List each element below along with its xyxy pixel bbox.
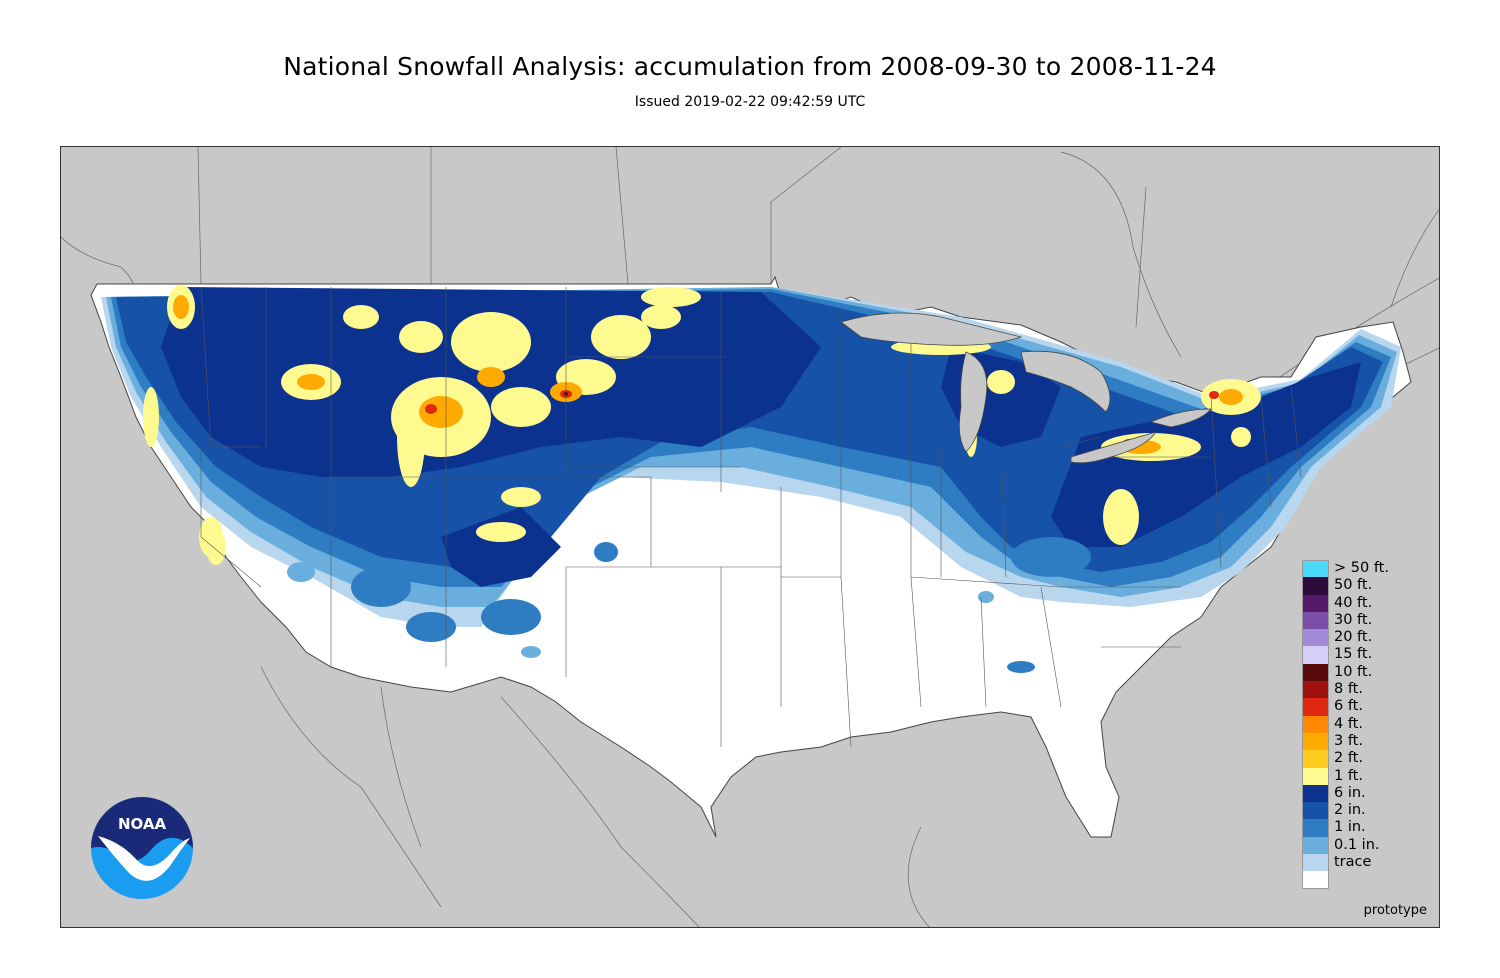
legend-item: > 50 ft. [1302, 560, 1432, 578]
issued-timestamp: Issued 2019-02-22 09:42:59 UTC [634, 94, 866, 110]
legend-label: 4 ft. [1334, 715, 1363, 732]
legend-label: 6 ft. [1334, 698, 1363, 715]
legend-item [1302, 871, 1432, 889]
legend-item: 1 in. [1302, 819, 1432, 837]
legend-label: 10 ft. [1334, 663, 1373, 680]
state-borders [200, 286, 1302, 748]
legend-label: 1 ft. [1334, 767, 1363, 784]
legend-label: 8 ft. [1334, 681, 1363, 698]
legend-label: 20 ft. [1334, 629, 1373, 646]
legend-swatch [1302, 611, 1329, 630]
legend-label: 3 ft. [1334, 732, 1363, 749]
legend-swatch [1302, 594, 1329, 612]
legend-item: 30 ft. [1302, 611, 1432, 630]
legend-item: 4 ft. [1302, 715, 1432, 733]
snowfall-legend: > 50 ft. 50 ft. 40 ft. 30 ft. 20 ft. 15 ft. 10… [1302, 560, 1432, 889]
legend-swatch [1302, 802, 1329, 820]
legend-label: 1 in. [1334, 819, 1366, 836]
legend-item: 40 ft. [1302, 594, 1432, 612]
legend-item: 1 ft. [1302, 767, 1432, 785]
legend-swatch [1302, 854, 1329, 872]
legend-item: 50 ft. [1302, 577, 1432, 595]
legend-label: > 50 ft. [1334, 560, 1389, 576]
legend-item: 2 in. [1302, 802, 1432, 820]
legend-swatch [1302, 732, 1329, 751]
legend-swatch [1302, 646, 1329, 664]
legend-swatch [1302, 767, 1329, 785]
legend-swatch [1302, 715, 1329, 733]
legend-swatch [1302, 698, 1329, 716]
legend-item: 15 ft. [1302, 646, 1432, 664]
legend-swatch [1302, 750, 1329, 768]
map-canvas [61, 147, 1439, 927]
legend-item: 8 ft. [1302, 681, 1432, 699]
legend-swatch [1302, 681, 1329, 699]
legend-swatch [1302, 784, 1329, 803]
legend-label: trace [1334, 854, 1372, 871]
legend-label: 40 ft. [1334, 594, 1373, 611]
legend-swatch [1302, 836, 1329, 855]
legend-swatch [1302, 577, 1329, 595]
legend-swatch [1302, 629, 1329, 647]
legend-item: 2 ft. [1302, 750, 1432, 768]
legend-label: 6 in. [1334, 784, 1366, 801]
legend-swatch [1302, 819, 1329, 837]
great-lakes [840, 312, 1212, 464]
legend-item: 20 ft. [1302, 629, 1432, 647]
legend-label: 2 ft. [1334, 750, 1363, 767]
legend-item: 6 ft. [1302, 698, 1432, 716]
map-title: National Snowfall Analysis: accumulation… [283, 52, 1217, 81]
legend-label: 0.1 in. [1334, 836, 1380, 853]
noaa-logo-icon: NOAA [90, 796, 194, 900]
legend-item: 6 in. [1302, 784, 1432, 803]
legend-label: 15 ft. [1334, 646, 1373, 663]
legend-label: 2 in. [1334, 802, 1366, 819]
legend-swatch [1302, 663, 1329, 682]
legend-swatch [1302, 871, 1329, 889]
legend-label: 50 ft. [1334, 577, 1373, 594]
legend-item: trace [1302, 854, 1432, 872]
legend-label: 30 ft. [1334, 611, 1373, 628]
legend-item: 3 ft. [1302, 732, 1432, 751]
noaa-logo-text: NOAA [118, 815, 167, 833]
legend-swatch [1302, 560, 1329, 578]
legend-item: 0.1 in. [1302, 836, 1432, 855]
legend-item: 10 ft. [1302, 663, 1432, 682]
prototype-note: prototype [1363, 903, 1427, 918]
snowfall-map[interactable]: NOAA prototype [60, 146, 1440, 928]
